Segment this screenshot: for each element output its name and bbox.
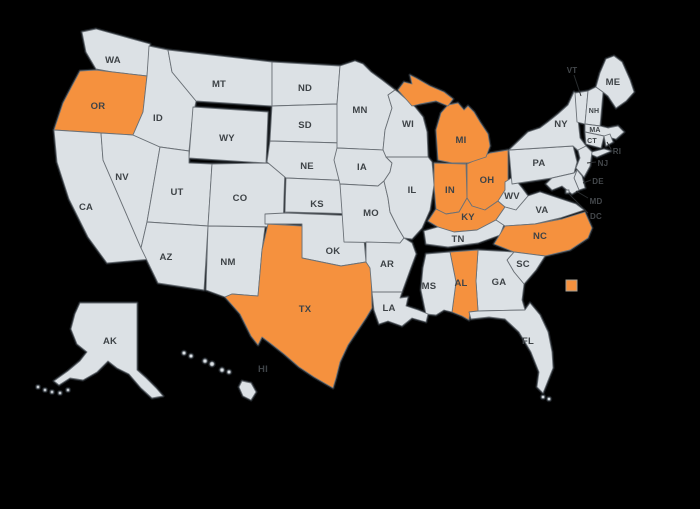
state-label-FL: FL: [522, 336, 534, 347]
state-label-CO: CO: [233, 193, 248, 204]
florida-keys-island[interactable]: [546, 396, 552, 402]
state-label-KY: KY: [461, 212, 475, 223]
state-label-MD: MD: [590, 197, 603, 206]
state-label-NE: NE: [300, 161, 314, 172]
states-layer: [36, 28, 635, 402]
state-label-RI: RI: [613, 147, 621, 156]
state-label-TN: TN: [451, 234, 464, 245]
state-label-MI: MI: [456, 135, 467, 146]
state-label-TX: TX: [299, 304, 312, 315]
state-label-DC: DC: [590, 212, 602, 221]
hawaii-island[interactable]: [226, 369, 232, 375]
hawaii-island[interactable]: [202, 358, 208, 364]
aleutian-island[interactable]: [36, 385, 40, 389]
leader-de: [582, 179, 592, 184]
leader-nj: [586, 161, 597, 164]
state-NH[interactable]: [584, 86, 604, 127]
state-label-AK: AK: [103, 336, 117, 347]
state-ME[interactable]: [595, 55, 635, 109]
state-label-NM: NM: [220, 257, 235, 268]
state-label-VT: VT: [567, 66, 578, 75]
leader-md: [575, 190, 589, 199]
state-label-ID: ID: [153, 113, 163, 124]
state-labels: WA OR CA NV ID MT WY UT CO AZ NM ND SD N…: [79, 55, 621, 375]
state-label-ME: ME: [606, 77, 621, 88]
hawaii-island[interactable]: [219, 367, 225, 373]
state-DC[interactable]: [565, 189, 570, 194]
state-label-NJ: NJ: [598, 159, 609, 168]
state-AZ[interactable]: [140, 221, 209, 291]
state-MT[interactable]: [167, 49, 273, 107]
long-island[interactable]: [587, 148, 612, 158]
leader-ri: [606, 141, 612, 150]
state-label-SC: SC: [516, 259, 530, 270]
state-label-SD: SD: [298, 120, 312, 131]
aleutian-island[interactable]: [66, 388, 70, 392]
state-RI[interactable]: [603, 133, 614, 147]
state-label-UT: UT: [170, 187, 183, 198]
state-label-HI: HI: [258, 364, 268, 375]
state-LA[interactable]: [371, 291, 429, 327]
state-label-MT: MT: [212, 79, 226, 90]
hawaii-island[interactable]: [181, 350, 187, 356]
state-label-WA: WA: [105, 55, 121, 66]
state-label-AL: AL: [454, 278, 467, 289]
leader-vt: [573, 74, 582, 97]
aleutian-island[interactable]: [50, 390, 54, 394]
leader-dc: [568, 193, 589, 214]
state-label-OH: OH: [480, 175, 495, 186]
state-label-AZ: AZ: [159, 252, 172, 263]
state-label-AR: AR: [380, 259, 394, 270]
state-label-CT: CT: [587, 138, 597, 145]
state-label-NY: NY: [554, 119, 568, 130]
state-label-ND: ND: [298, 83, 312, 94]
state-label-WY: WY: [219, 133, 235, 144]
hawaii-island[interactable]: [188, 353, 194, 359]
state-label-MO: MO: [363, 208, 379, 219]
state-CT[interactable]: [584, 131, 605, 149]
state-AK[interactable]: [53, 302, 164, 399]
state-label-NH: NH: [589, 108, 600, 115]
state-MD[interactable]: [545, 169, 580, 195]
aleutian-island[interactable]: [58, 391, 62, 395]
state-MS[interactable]: [420, 251, 457, 316]
florida-keys-island[interactable]: [540, 394, 546, 400]
state-label-LA: LA: [382, 303, 395, 314]
hawaii-big-island[interactable]: [238, 380, 257, 401]
state-label-NV: NV: [115, 172, 129, 183]
state-label-MN: MN: [352, 105, 367, 116]
state-label-IN: IN: [445, 185, 455, 196]
state-FL[interactable]: [468, 302, 554, 394]
state-label-PA: PA: [533, 158, 546, 169]
state-AR[interactable]: [365, 237, 417, 293]
hawaii-island[interactable]: [209, 361, 215, 367]
aleutian-island[interactable]: [43, 388, 47, 392]
state-label-DE: DE: [592, 177, 604, 186]
state-label-KS: KS: [310, 199, 324, 210]
state-NJ[interactable]: [575, 145, 593, 178]
state-CO[interactable]: [207, 162, 286, 228]
state-VA[interactable]: [495, 191, 585, 227]
state-label-OR: OR: [91, 101, 106, 112]
state-label-WI: WI: [402, 119, 414, 130]
leader-lines: [568, 74, 612, 214]
state-MI-lower[interactable]: [435, 102, 491, 164]
state-label-IA: IA: [357, 162, 367, 173]
state-label-NC: NC: [533, 231, 547, 242]
state-label-OK: OK: [326, 246, 341, 257]
state-label-WV: WV: [504, 191, 520, 202]
state-label-VA: VA: [536, 205, 549, 216]
state-label-MS: MS: [422, 281, 437, 292]
state-label-GA: GA: [492, 277, 507, 288]
legend-highlight-swatch: [565, 279, 578, 292]
state-label-MA: MA: [589, 127, 600, 134]
state-label-CA: CA: [79, 202, 93, 213]
state-MI-upper[interactable]: [397, 74, 454, 107]
state-label-IL: IL: [408, 185, 417, 196]
